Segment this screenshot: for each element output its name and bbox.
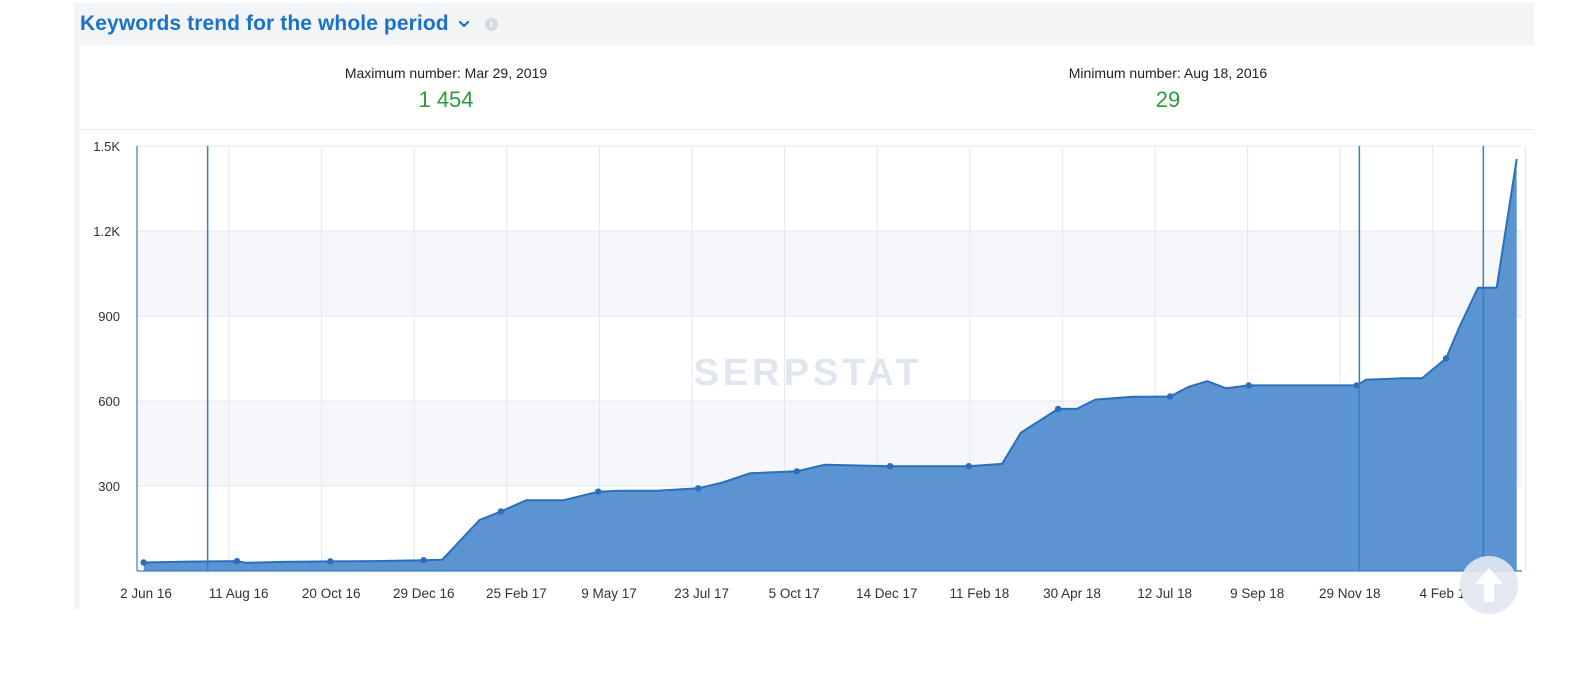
data-point xyxy=(420,557,427,564)
data-point xyxy=(886,462,894,470)
min-value: 29 xyxy=(1155,87,1181,112)
data-point xyxy=(233,557,241,565)
y-tick-label: 900 xyxy=(98,309,120,324)
data-point xyxy=(595,488,602,495)
max-value: 1 454 xyxy=(418,87,474,112)
data-point xyxy=(1245,382,1252,389)
data-point xyxy=(1166,393,1174,400)
x-tick-label: 2 Jun 16 xyxy=(120,586,172,601)
x-tick-label: 12 Jul 18 xyxy=(1137,586,1192,601)
x-tick-label: 11 Feb 18 xyxy=(950,586,1010,601)
y-tick-label: 1.2K xyxy=(93,224,120,239)
watermark: SERPSTAT xyxy=(693,352,922,394)
x-tick-label: 5 Oct 17 xyxy=(769,586,820,601)
y-tick-label: 300 xyxy=(98,479,120,494)
data-point xyxy=(327,558,334,565)
x-tick-label: 30 Apr 18 xyxy=(1043,586,1101,601)
x-tick-label: 11 Aug 16 xyxy=(209,586,269,601)
stats-bar: Maximum number: Mar 29, 2019 1 454 Minim… xyxy=(80,45,1534,130)
y-tick-label: 600 xyxy=(98,394,120,409)
data-point xyxy=(1353,382,1360,389)
x-tick-label: 29 Dec 16 xyxy=(393,586,455,601)
chevron-down-icon[interactable] xyxy=(457,17,471,31)
arrow-up-icon xyxy=(1475,568,1503,602)
data-point xyxy=(1054,405,1062,413)
grid-band xyxy=(137,231,1522,316)
info-icon[interactable]: i xyxy=(484,17,498,31)
x-tick-label: 29 Nov 18 xyxy=(1319,586,1381,601)
series-area xyxy=(143,159,1517,571)
max-label: Maximum number: Mar 29, 2019 xyxy=(344,65,548,81)
max-stat: Maximum number: Mar 29, 2019 1 454 xyxy=(266,65,626,113)
x-tick-label: 20 Oct 16 xyxy=(302,586,361,601)
x-tick-label: 14 Dec 17 xyxy=(856,586,918,601)
x-tick-label: 9 May 17 xyxy=(581,586,637,601)
scroll-to-top-button[interactable] xyxy=(1460,556,1518,614)
min-label: Minimum number: Aug 18, 2016 xyxy=(1068,65,1268,81)
data-point xyxy=(1442,355,1450,362)
x-tick-label: 25 Feb 17 xyxy=(486,586,547,601)
panel-title: Keywords trend for the whole period xyxy=(80,12,449,35)
x-tick-label: 9 Sep 18 xyxy=(1230,586,1284,601)
x-tick-label: 4 Feb 1 xyxy=(1420,586,1466,601)
panel-header: Keywords trend for the whole period i xyxy=(80,7,498,41)
data-point xyxy=(965,462,972,470)
data-point xyxy=(140,559,147,566)
data-point xyxy=(497,508,505,515)
min-stat: Minimum number: Aug 18, 2016 29 xyxy=(988,65,1348,113)
x-tick-label: 23 Jul 17 xyxy=(674,586,729,601)
y-tick-label: 1.5K xyxy=(93,139,120,154)
data-point xyxy=(793,468,801,475)
data-point xyxy=(694,485,702,492)
